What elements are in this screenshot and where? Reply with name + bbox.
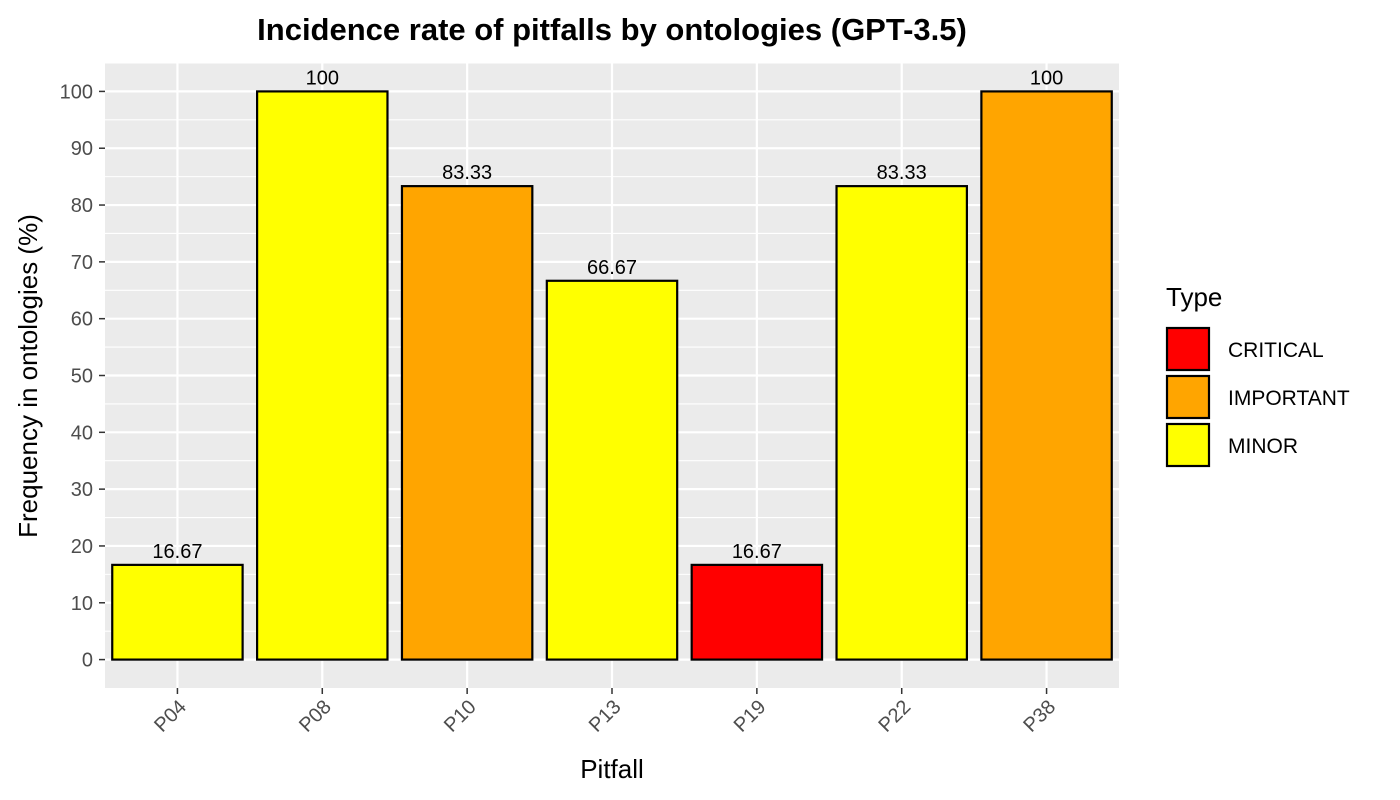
x-tick-label: P04 [150,696,191,737]
bar-p22 [835,185,968,661]
bar-labels: 16.67 100 83.33 66.67 16.67 83.33 100 [152,67,1063,562]
bar-value-label: 100 [306,67,339,89]
bar-p08 [256,90,389,661]
legend: Type CRITICAL IMPORTANT MINOR [1165,282,1350,468]
y-tick-label: 40 [71,422,93,444]
y-tick-label: 80 [71,195,93,217]
bar-value-label: 83.33 [877,162,927,184]
legend-swatch-minor [1165,422,1211,468]
x-tick-label: P38 [1019,696,1060,737]
x-axis: P04 P08 P10 P13 P19 P22 P38 [150,688,1060,737]
bar-p19 [690,563,824,661]
legend-label-critical: CRITICAL [1228,339,1324,362]
legend-swatch-important [1165,374,1211,420]
bar-p04 [111,563,244,661]
bar-value-label: 100 [1030,67,1063,89]
bar-value-label: 16.67 [732,541,782,563]
y-tick-label: 20 [71,536,93,558]
y-tick-label: 10 [71,593,93,615]
y-tick-label: 70 [71,252,93,274]
bar-p10 [400,185,534,661]
bar-value-label: 83.33 [442,162,492,184]
y-tick-label: 0 [82,650,93,672]
y-tick-label: 60 [71,309,93,331]
bar-p13 [545,279,679,661]
y-tick-label: 100 [60,81,93,103]
legend-title: Type [1166,282,1222,312]
legend-label-minor: MINOR [1228,435,1298,458]
bar-p38 [980,90,1113,661]
legend-swatch-critical [1165,326,1211,372]
bar-value-label: 16.67 [152,541,202,563]
y-axis: 0 10 20 30 40 50 60 70 80 90 100 [60,81,105,672]
x-tick-label: P08 [295,696,336,737]
y-tick-label: 90 [71,138,93,160]
x-tick-label: P22 [875,696,916,737]
bars [111,90,1113,661]
y-axis-title: Frequency in ontologies (%) [13,214,43,538]
x-tick-label: P10 [440,696,481,737]
x-tick-label: P13 [585,696,626,737]
x-tick-label: P19 [730,696,771,737]
chart-title: Incidence rate of pitfalls by ontologies… [257,12,967,47]
legend-label-important: IMPORTANT [1228,387,1350,410]
y-tick-label: 30 [71,479,93,501]
bar-value-label: 66.67 [587,257,637,279]
y-tick-label: 50 [71,366,93,388]
x-axis-title: Pitfall [580,754,644,784]
